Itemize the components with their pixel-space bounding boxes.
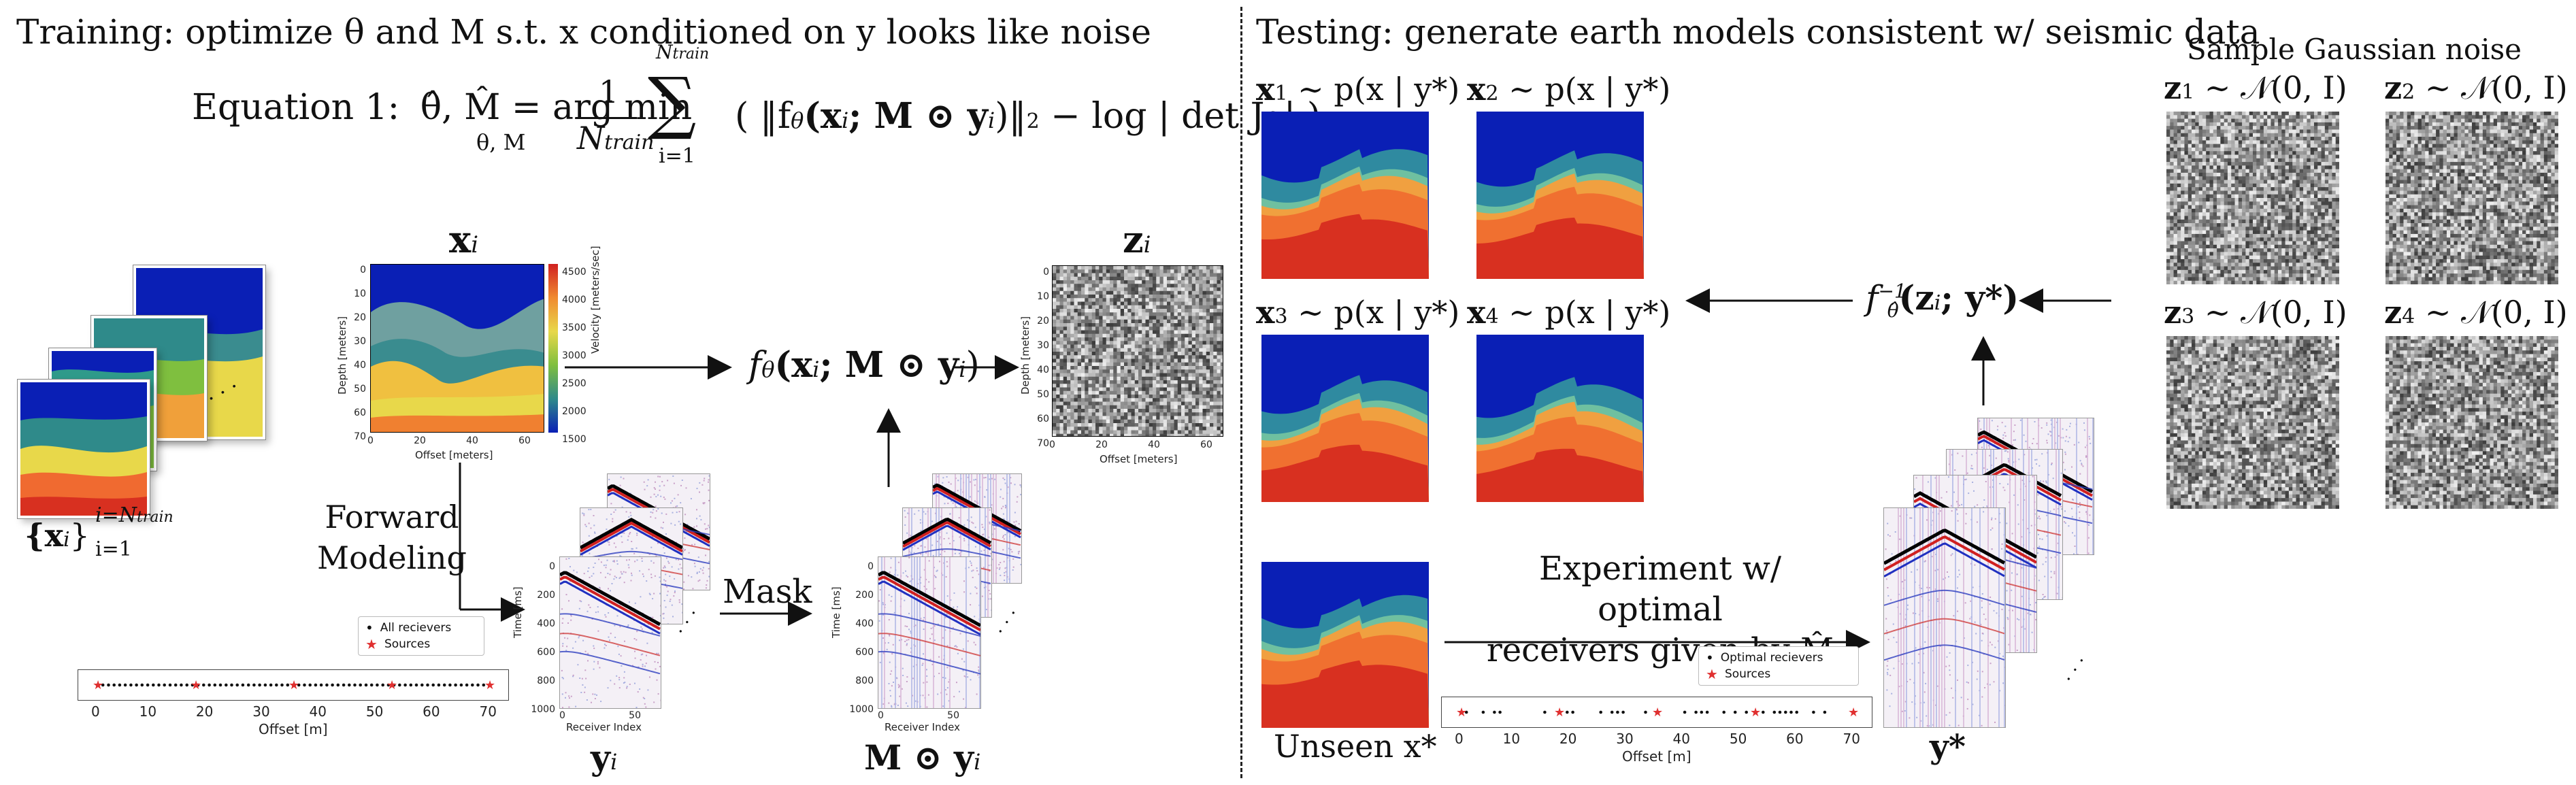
training-set-super: i=Ntrain bbox=[95, 503, 174, 527]
training-set-lower: i=1 bbox=[95, 537, 132, 561]
colorbar-ticks: 4500 4000 3500 3000 2500 2000 1500 bbox=[562, 267, 587, 445]
training-title: Training: optimize θ and M s.t. x condit… bbox=[16, 12, 1152, 52]
seismic-yticks: 0 200 400 600 800 1000 bbox=[531, 561, 555, 715]
svg-text:★: ★ bbox=[1554, 705, 1565, 720]
velocity-xticks: 0 20 40 60 bbox=[367, 435, 531, 446]
equation-fraction-denominator: Ntrain bbox=[577, 120, 655, 156]
equation-1: Equation 1: θ̂, M̂ = arg min bbox=[192, 87, 692, 128]
noise-sample-3 bbox=[2166, 336, 2339, 509]
noise-xticks: 0 20 40 60 bbox=[1049, 439, 1212, 450]
mask-label: Mask bbox=[723, 573, 812, 611]
training-offset-ticks: 0 10 20 30 40 50 60 70 bbox=[91, 703, 497, 720]
star-icon: ★ bbox=[1706, 666, 1718, 682]
noise-label-4: z4 ∼ 𝒩(0, I) bbox=[2384, 294, 2568, 331]
posterior-label-2: x2 ∼ p(x | y*) bbox=[1467, 71, 1671, 107]
svg-text:★: ★ bbox=[191, 678, 201, 692]
inverse-flow-label: f−1θ̂(zi; y*) bbox=[1866, 278, 2019, 322]
forward-modeling-label: Forward Modeling bbox=[317, 499, 467, 576]
seismic-xlabel: Receiver Index bbox=[566, 721, 642, 733]
svg-text:★: ★ bbox=[386, 678, 397, 692]
testing-offset-ticks: 0 10 20 30 40 50 60 70 bbox=[1455, 731, 1860, 747]
noise-sample-2 bbox=[2385, 112, 2558, 284]
velocity-xlabel: Offset [meters] bbox=[415, 449, 493, 461]
svg-text:★: ★ bbox=[1652, 705, 1663, 720]
training-arrows bbox=[459, 355, 1019, 626]
training-set-label: {xi} bbox=[24, 517, 90, 554]
sum-icon: ∑ bbox=[648, 63, 697, 142]
z-i-label: zi bbox=[1123, 218, 1151, 261]
noise-label-1: z1 ∼ 𝒩(0, I) bbox=[2164, 69, 2347, 106]
testing-title: Testing: generate earth models consisten… bbox=[1256, 12, 2260, 52]
flow-label: fθ(xi; M ⊙ yi) bbox=[748, 344, 980, 386]
posterior-label-3: x3 ∼ p(x | y*) bbox=[1256, 294, 1460, 331]
training-offset-label: Offset [m] bbox=[259, 721, 328, 737]
seismic-plot bbox=[559, 556, 661, 709]
observed-seismic-plot bbox=[1883, 507, 2006, 728]
svg-text:★: ★ bbox=[1848, 705, 1859, 720]
svg-text:★: ★ bbox=[288, 678, 299, 692]
svg-text:★: ★ bbox=[93, 678, 103, 692]
posterior-label-1: x1 ∼ p(x | y*) bbox=[1256, 71, 1460, 107]
equation-argmin-subscript: θ, M bbox=[476, 129, 526, 155]
masked-yticks: 0 200 400 600 800 1000 bbox=[849, 561, 874, 715]
y-i-label: yi bbox=[591, 737, 618, 778]
noise-plot bbox=[1052, 265, 1223, 437]
velocity-model-card bbox=[18, 380, 150, 518]
masked-xticks: 0 50 bbox=[878, 710, 959, 721]
section-divider bbox=[1240, 7, 1242, 778]
masked-xlabel: Receiver Index bbox=[885, 721, 960, 733]
testing-offset-label: Offset [m] bbox=[1622, 748, 1691, 765]
seismic-ylabel: Time [ms] bbox=[512, 586, 524, 638]
testing-arrows bbox=[1444, 288, 2111, 654]
noise-ylabel: Depth [meters] bbox=[1019, 316, 1031, 395]
dot-icon: • bbox=[365, 620, 374, 636]
equation-fraction-numerator: 1 bbox=[599, 73, 619, 110]
velocity-yticks: 0 10 20 30 40 50 60 70 bbox=[354, 265, 366, 442]
training-receiver-strip: ★ ★ ★ ★ ★ bbox=[78, 669, 509, 701]
velocity-plot bbox=[370, 264, 544, 433]
star-icon: ★ bbox=[365, 636, 378, 652]
svg-text:★: ★ bbox=[1456, 705, 1467, 720]
testing-legend: • Optimal recievers ★ Sources bbox=[1698, 646, 1859, 686]
equation-body: ( ‖f0θ(xi; M ⊙ yi)‖2 − log | det Jf | ) bbox=[735, 95, 1321, 137]
testing-receiver-strip: ★ ★ ★ ★ ★ bbox=[1441, 697, 1872, 728]
equation-lhs: θ̂, M̂ = arg min bbox=[420, 87, 693, 128]
masked-ylabel: Time [ms] bbox=[830, 586, 842, 638]
posterior-sample-3 bbox=[1261, 335, 1429, 502]
noise-yticks: 0 10 20 30 40 50 60 70 bbox=[1037, 267, 1049, 449]
noise-label-2: z2 ∼ 𝒩(0, I) bbox=[2384, 69, 2568, 106]
noise-sample-1 bbox=[2166, 112, 2339, 284]
unseen-label: Unseen x* bbox=[1274, 728, 1437, 765]
y-star-label: y* bbox=[1930, 728, 1966, 766]
noise-xlabel: Offset [meters] bbox=[1100, 453, 1178, 465]
fraction-bar bbox=[576, 117, 637, 119]
equation-sum-bottom: i=1 bbox=[659, 144, 695, 168]
svg-text:★: ★ bbox=[1750, 705, 1761, 720]
posterior-sample-2 bbox=[1476, 112, 1644, 279]
masked-seismic-plot bbox=[878, 556, 981, 709]
unseen-earth-model bbox=[1261, 562, 1429, 728]
posterior-sample-4 bbox=[1476, 335, 1644, 502]
masked-y-label: M ⊙ yi bbox=[864, 737, 981, 778]
equation-label: Equation 1: bbox=[192, 87, 400, 128]
posterior-label-4: x4 ∼ p(x | y*) bbox=[1467, 294, 1671, 331]
dot-icon: • bbox=[1706, 650, 1714, 666]
velocity-colorbar bbox=[548, 264, 558, 433]
posterior-sample-1 bbox=[1261, 112, 1429, 279]
x-i-label: xi bbox=[449, 218, 479, 261]
svg-text:★: ★ bbox=[484, 678, 495, 692]
noise-sample-4 bbox=[2385, 336, 2558, 509]
training-legend: • All recievers ★ Sources bbox=[358, 616, 484, 656]
equation-sum-top: Ntrain bbox=[656, 41, 710, 63]
noise-label-3: z3 ∼ 𝒩(0, I) bbox=[2164, 294, 2347, 331]
seismic-xticks: 0 50 bbox=[559, 710, 641, 721]
noise-panel-title: Sample Gaussian noise bbox=[2187, 33, 2522, 66]
